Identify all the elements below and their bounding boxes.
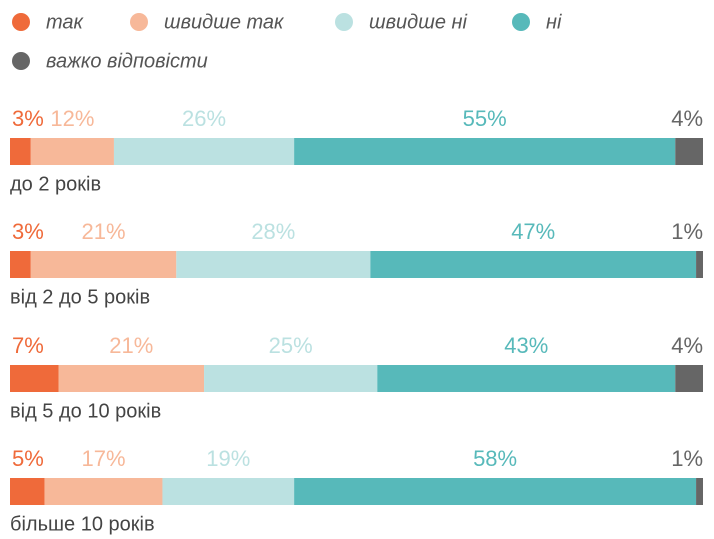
- value-label: 12%: [50, 106, 94, 131]
- value-label: 21%: [109, 333, 153, 358]
- bar-segment: [30, 251, 177, 278]
- value-label: 25%: [269, 333, 313, 358]
- category-label: від 5 до 10 років: [10, 400, 161, 422]
- value-label: 3%: [12, 219, 44, 244]
- bar-segment: [204, 365, 378, 392]
- bar-segment: [58, 365, 205, 392]
- value-label: 4%: [671, 333, 703, 358]
- legend-label: так: [46, 11, 85, 33]
- value-label: 5%: [12, 446, 44, 471]
- bar-segment: [696, 478, 703, 505]
- legend-label: ні: [546, 11, 562, 33]
- value-label: 1%: [671, 446, 703, 471]
- value-label: 28%: [251, 219, 295, 244]
- bar-segment: [10, 365, 59, 392]
- bar-segment: [30, 138, 114, 165]
- bar-segment: [162, 478, 295, 505]
- bar-segment: [294, 478, 697, 505]
- bar-segment: [10, 478, 45, 505]
- legend-swatch: [12, 13, 30, 31]
- value-label: 19%: [206, 446, 250, 471]
- category-label: від 2 до 5 років: [10, 286, 150, 308]
- bar-segment: [176, 251, 371, 278]
- value-label: 3%: [12, 106, 44, 131]
- legend-swatch: [12, 52, 30, 70]
- bar-segment: [44, 478, 163, 505]
- bar-segment: [10, 138, 31, 165]
- value-label: 17%: [82, 446, 126, 471]
- bar-segment: [696, 251, 703, 278]
- bar-segment: [675, 138, 703, 165]
- bar-segment: [675, 365, 703, 392]
- value-label: 43%: [504, 333, 548, 358]
- category-label: до 2 років: [10, 173, 101, 195]
- bar-segment: [10, 251, 31, 278]
- bar-segment: [377, 365, 676, 392]
- legend-label: важко відповісти: [46, 50, 208, 72]
- value-label: 1%: [671, 219, 703, 244]
- value-label: 58%: [473, 446, 517, 471]
- value-label: 21%: [82, 219, 126, 244]
- value-label: 7%: [12, 333, 44, 358]
- legend-label: швидше ні: [369, 11, 468, 33]
- bar-segment: [370, 251, 697, 278]
- legend-swatch: [130, 13, 148, 31]
- legend-swatch: [512, 13, 530, 31]
- category-label: більше 10 років: [10, 513, 155, 535]
- legend-swatch: [335, 13, 353, 31]
- bar-segment: [113, 138, 295, 165]
- value-label: 26%: [182, 106, 226, 131]
- value-label: 47%: [511, 219, 555, 244]
- value-label: 4%: [671, 106, 703, 131]
- bar-segment: [294, 138, 676, 165]
- legend-label: швидше так: [164, 11, 285, 33]
- value-label: 55%: [463, 106, 507, 131]
